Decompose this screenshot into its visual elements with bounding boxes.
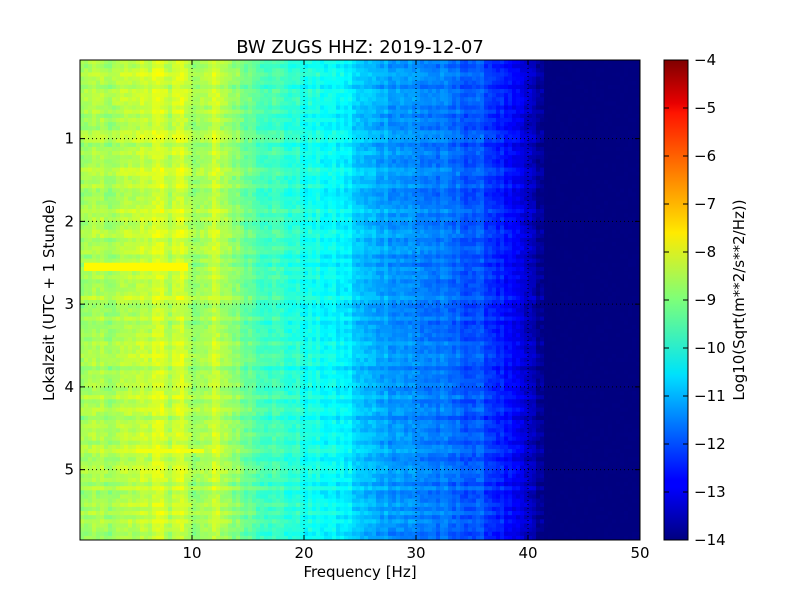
colorbar-tick-label: −11 xyxy=(694,387,726,405)
colorbar-tick-label: −6 xyxy=(694,147,716,165)
colorbar-tick-label: −13 xyxy=(694,483,726,501)
colorbar-ticks: −4 −5 −6 −7 −8 −9 −10 −11 −12 −13 −14 xyxy=(664,51,726,549)
plot-frame xyxy=(79,59,641,541)
chart-title: BW ZUGS HHZ: 2019-12-07 xyxy=(236,37,484,58)
colorbar-label: Log10(Sqrt(m**2/s**2/Hz)) xyxy=(730,199,748,400)
colorbar-tick-label: −10 xyxy=(694,339,726,357)
colorbar-tick-label: −14 xyxy=(694,531,726,549)
plot-grid xyxy=(80,60,640,540)
y-tick-label: 4 xyxy=(64,378,74,396)
x-axis: 10 20 30 40 50 xyxy=(182,60,650,562)
colorbar-tick-label: −12 xyxy=(694,435,726,453)
x-tick-label: 20 xyxy=(294,544,313,562)
colorbar-tick-label: −5 xyxy=(694,99,716,117)
x-tick-label: 10 xyxy=(182,544,201,562)
y-axis-label: Lokalzeit (UTC + 1 Stunde) xyxy=(40,199,58,401)
y-tick-label: 1 xyxy=(64,130,74,148)
y-tick-label: 5 xyxy=(64,461,74,479)
x-tick-label: 40 xyxy=(518,544,537,562)
colorbar-tick-label: −9 xyxy=(694,291,716,309)
colorbar-tick-label: −7 xyxy=(694,195,716,213)
spectrogram-heatmap xyxy=(80,60,640,540)
colorbar-tick-label: −8 xyxy=(694,243,716,261)
x-axis-label: Frequency [Hz] xyxy=(303,563,416,581)
y-tick-label: 3 xyxy=(64,295,74,313)
x-tick-label: 50 xyxy=(630,544,649,562)
y-tick-label: 2 xyxy=(64,212,74,230)
x-tick-label: 30 xyxy=(406,544,425,562)
y-axis: 1 2 3 4 5 xyxy=(64,130,640,479)
colorbar-tick-label: −4 xyxy=(694,51,716,69)
